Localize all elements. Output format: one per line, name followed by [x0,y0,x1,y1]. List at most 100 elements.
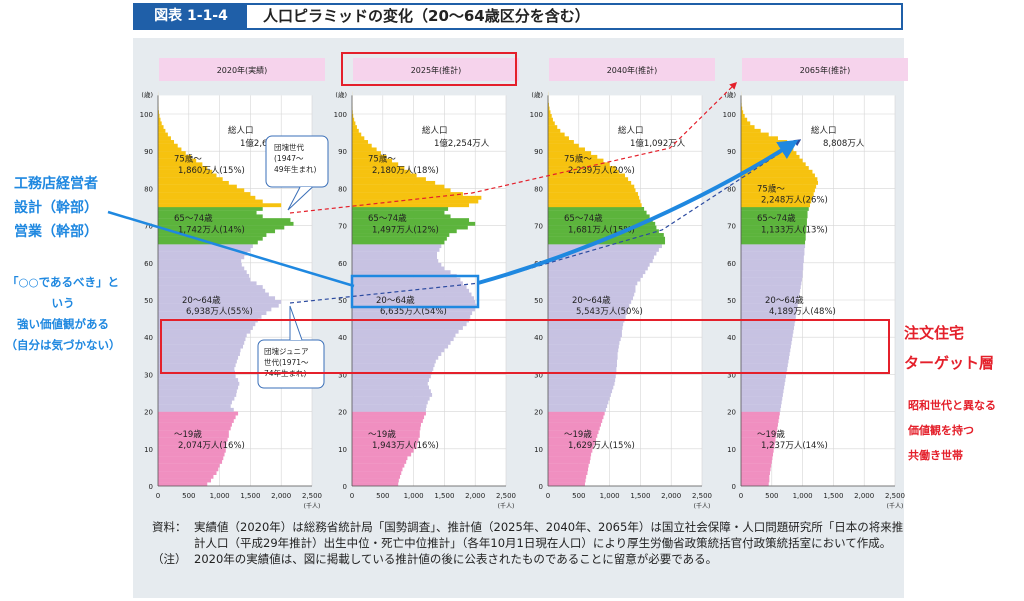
age-bar [548,218,653,223]
age-bar [158,467,219,472]
age-bar [158,366,235,371]
age-bar [741,430,777,435]
age-bar [158,166,208,170]
age-bar [548,404,608,409]
age-bar [158,433,229,438]
age-bar [548,184,635,189]
age-bar [741,277,802,282]
age-bar [741,296,799,301]
age-bar [352,173,417,178]
y-tick-label: 80 [338,185,347,193]
age-bar [158,277,251,282]
age-bar [158,292,269,297]
x-tick-label: 1,000 [793,492,813,500]
x-tick-label: 1,500 [630,492,650,500]
age-bar [741,471,770,475]
age-bar [548,337,621,342]
age-bar [548,169,619,174]
age-bar [548,348,619,353]
age-bar [741,203,810,208]
age-bar [352,411,426,416]
age-bar [158,262,242,267]
age-bar [352,366,434,371]
age-bar [548,121,555,126]
y-tick-label: 70 [534,223,543,231]
x-tick-label: 1,500 [240,492,260,500]
age-bar [352,221,476,226]
age-bar [158,251,248,256]
age-bar [548,355,618,360]
y-tick-label: 20 [727,409,736,417]
age-bar [741,445,775,449]
age-bar [741,407,781,412]
y-tick-label: 10 [338,446,347,454]
role-label: 工務店経営者 [14,176,98,192]
total-label: 総人口 [618,125,644,136]
panel-year-box [742,58,908,81]
age-bar [548,459,590,464]
age-bar [548,456,591,461]
age-bar [158,143,178,148]
age-bar [548,482,585,487]
y-tick-label: 100 [140,111,153,119]
age-bar [548,474,587,479]
owner-values-note: 「○○であるべき」という 強い価値観がある （自分は気づかない） [4,272,122,356]
age-bar [741,251,805,256]
x-tick-label: 1,500 [823,492,843,500]
age-bar [741,132,769,137]
group-value-label: 1,497万人(12%) [372,225,439,235]
age-bar [158,456,224,461]
age-bar [352,404,427,409]
age-bar [158,459,223,464]
age-bar [352,307,476,312]
y-tick-label: 40 [727,334,736,342]
x-tick-label: 0 [350,492,354,500]
x-tick-label: 0 [739,492,743,500]
y-tick-label: 0 [149,483,153,491]
age-bar [741,326,794,330]
age-bar [352,236,447,241]
junior-trend-arrow [289,139,802,304]
age-bar [352,195,482,200]
age-bar [548,329,622,334]
age-bar [548,463,589,468]
age-bar [158,173,217,178]
age-bar [548,262,650,267]
age-bar [158,207,263,211]
age-bar [548,154,598,159]
group-value-label: 2,248万人(26%) [761,196,828,206]
age-bar [352,140,369,144]
age-bar [158,162,203,167]
age-bar [352,266,445,271]
age-bar [741,366,788,371]
age-bar [548,173,625,178]
age-bar [352,177,426,182]
age-bar [158,132,168,137]
age-bar [352,467,403,472]
age-bar [548,162,610,167]
age-bar [741,396,783,401]
age-bar [548,240,666,245]
age-bar [352,166,405,170]
y-tick-label: 90 [338,148,347,156]
age-bar [158,448,226,453]
age-bar [548,419,603,423]
age-bar [548,207,645,211]
age-bar [158,270,247,275]
age-bar [158,329,251,334]
group-range-label: ～19歳 [174,429,202,440]
age-bar [548,478,586,483]
group-range-label: 20～64歳 [765,295,804,306]
age-bar [158,430,229,435]
age-bar [158,221,294,226]
figure-header: 図表 1-1-4 人口ピラミッドの変化（20～64歳区分を含む） [133,3,903,30]
age-bar [158,273,250,278]
age-bar [158,151,186,156]
age-bar [741,169,813,174]
age-bar [158,177,223,182]
age-bar [548,140,574,144]
age-bar [741,121,751,126]
age-bar [158,218,291,223]
age-bar [548,177,629,182]
age-bar [352,296,474,301]
